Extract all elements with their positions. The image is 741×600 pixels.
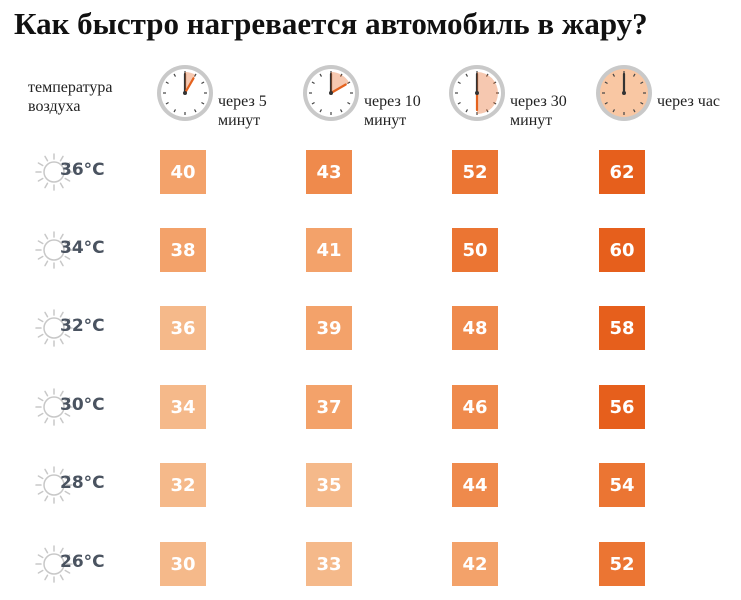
- air-temperature-label: 32°C: [60, 316, 105, 336]
- sun-icon: [35, 466, 73, 504]
- air-temperature-label: 28°C: [60, 473, 105, 493]
- column-header: через час: [593, 62, 741, 142]
- column-header: через 5 минут: [154, 62, 304, 142]
- clock-icon: [157, 65, 213, 121]
- value-cell: 37: [306, 385, 352, 429]
- value-cell: 40: [160, 150, 206, 194]
- clock-icon: [596, 65, 652, 121]
- sun-icon: [35, 309, 73, 347]
- sun-icon: [35, 388, 73, 426]
- column-header-label: через 30 минут: [510, 93, 567, 129]
- sun-icon: [35, 545, 73, 583]
- table-row: 30°C 34 37 46 56: [0, 385, 741, 429]
- table-row: 32°C 36 39 48 58: [0, 306, 741, 350]
- value-cell: 48: [452, 306, 498, 350]
- table-row: 36°C 40 43 52 62: [0, 150, 741, 194]
- column-header-label: через 10 минут: [364, 93, 421, 129]
- clock-icon: [303, 65, 359, 121]
- clock-icon: [449, 65, 505, 121]
- air-temperature-label: 26°C: [60, 552, 105, 572]
- column-header: через 30 минут: [446, 62, 596, 142]
- value-cell: 60: [599, 228, 645, 272]
- value-cell: 38: [160, 228, 206, 272]
- column-header-label: через 5 минут: [218, 93, 267, 129]
- column-header-label: через час: [657, 93, 721, 110]
- value-cell: 32: [160, 463, 206, 507]
- sun-icon: [35, 231, 73, 269]
- table-row: 34°C 38 41 50 60: [0, 228, 741, 272]
- chart-title: Как быстро нагревается автомобиль в жару…: [14, 6, 648, 41]
- value-cell: 54: [599, 463, 645, 507]
- value-cell: 33: [306, 542, 352, 586]
- value-cell: 44: [452, 463, 498, 507]
- value-cell: 46: [452, 385, 498, 429]
- value-cell: 52: [452, 150, 498, 194]
- table-row: 26°C 30 33 42 52: [0, 542, 741, 586]
- value-cell: 36: [160, 306, 206, 350]
- value-cell: 34: [160, 385, 206, 429]
- column-header: через 10 минут: [300, 62, 450, 142]
- air-temperature-label: 34°C: [60, 238, 105, 258]
- air-temperature-label: 36°C: [60, 160, 105, 180]
- value-cell: 56: [599, 385, 645, 429]
- sun-icon: [35, 153, 73, 191]
- value-cell: 58: [599, 306, 645, 350]
- air-temperature-label: 30°C: [60, 395, 105, 415]
- value-cell: 62: [599, 150, 645, 194]
- value-cell: 52: [599, 542, 645, 586]
- value-cell: 41: [306, 228, 352, 272]
- value-cell: 42: [452, 542, 498, 586]
- table-row: 28°C 32 35 44 54: [0, 463, 741, 507]
- value-cell: 43: [306, 150, 352, 194]
- value-cell: 39: [306, 306, 352, 350]
- row-header-label: температура воздуха: [28, 79, 113, 115]
- value-cell: 35: [306, 463, 352, 507]
- value-cell: 50: [452, 228, 498, 272]
- value-cell: 30: [160, 542, 206, 586]
